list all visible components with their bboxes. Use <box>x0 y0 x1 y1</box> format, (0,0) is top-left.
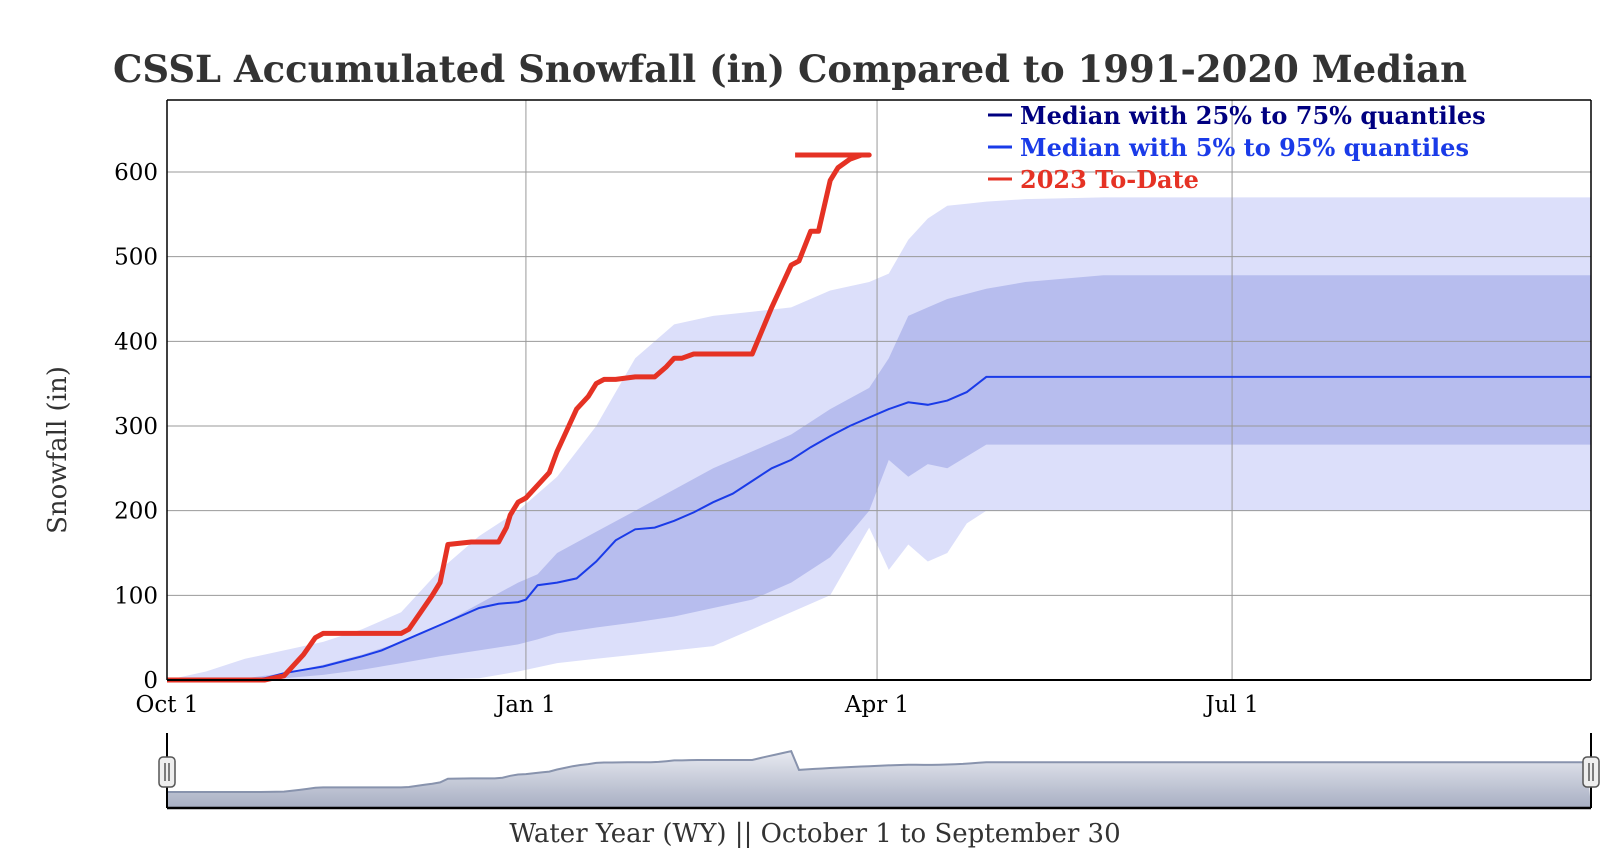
navigator-right-handle[interactable] <box>1582 756 1600 788</box>
y-axis-label: Snowfall (in) <box>43 366 73 534</box>
chart-title: CSSL Accumulated Snowfall (in) Compared … <box>113 47 1467 91</box>
x-tick-label: Apr 1 <box>844 692 909 718</box>
legend: Median with 25% to 75% quantiles Median … <box>988 101 1486 194</box>
y-tick-label: 500 <box>114 245 158 271</box>
legend-label-iqr[interactable]: Median with 25% to 75% quantiles <box>1020 101 1486 130</box>
x-tick-label: Jan 1 <box>494 692 556 718</box>
series-layer <box>167 152 1591 683</box>
legend-label-to-date[interactable]: 2023 To-Date <box>1020 165 1199 194</box>
y-tick-label: 100 <box>114 583 158 609</box>
navigator-series-area <box>167 751 1591 808</box>
y-tick-labels: 0 100 200 300 400 500 600 <box>114 160 158 694</box>
y-tick-label: 400 <box>114 329 158 355</box>
navigator-series-line <box>167 750 1588 793</box>
navigator-left-handle[interactable] <box>158 756 176 788</box>
x-tick-label: Oct 1 <box>136 692 199 718</box>
y-tick-label: 600 <box>114 160 158 186</box>
x-tick-label: Jul 1 <box>1203 692 1258 718</box>
x-axis-label: Water Year (WY) || October 1 to Septembe… <box>509 819 1120 849</box>
grid-layer <box>167 100 1591 680</box>
to-date-line <box>167 152 872 683</box>
median-line <box>167 375 1591 681</box>
legend-label-5-95[interactable]: Median with 5% to 95% quantiles <box>1020 133 1469 162</box>
range-navigator[interactable] <box>158 733 1600 810</box>
y-tick-label: 300 <box>114 414 158 440</box>
y-tick-label: 200 <box>114 499 158 525</box>
y-tick-label: 0 <box>143 668 158 694</box>
x-tick-labels: Oct 1 Jan 1 Apr 1 Jul 1 <box>136 692 1259 718</box>
